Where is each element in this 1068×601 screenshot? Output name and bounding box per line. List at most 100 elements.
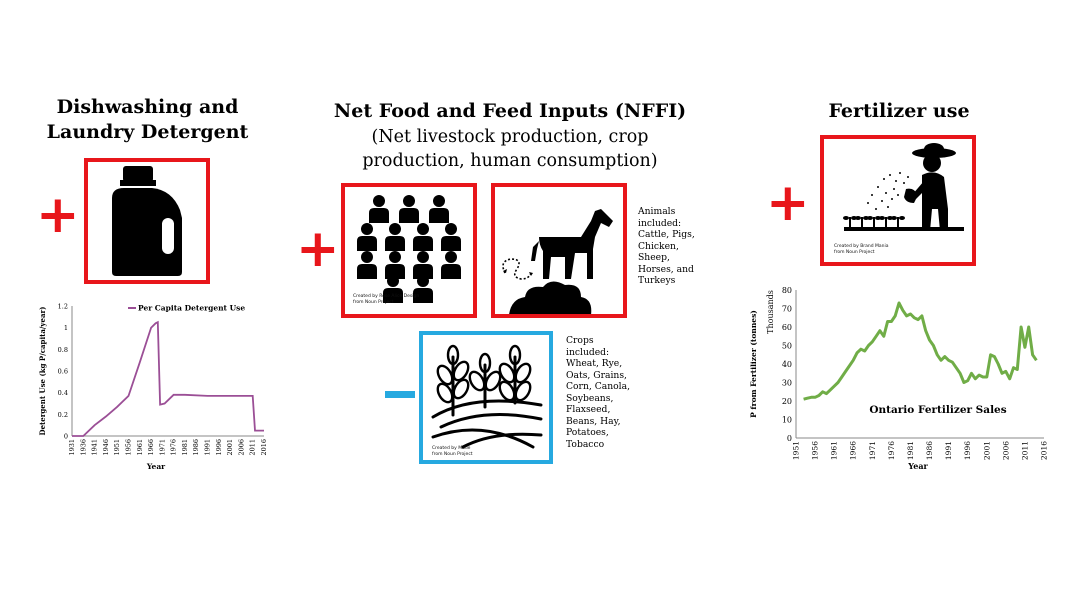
person-head	[417, 223, 429, 235]
fertilizer-chart: 0 10 20 30 40 50 60 70 80 1951 1956 1961 1966 1971 197…	[749, 286, 1049, 471]
legend-label: Per Capita Detergent Use	[138, 304, 245, 313]
person-body	[441, 236, 461, 251]
x-axis-title: Year	[146, 462, 166, 471]
x-tick-label: 1976	[170, 439, 178, 456]
fertilizer-icon-box: Created by Brand Mania from Noun Project	[820, 135, 976, 266]
x-tick-label: 2006	[237, 439, 245, 456]
x-tick-label: 1991	[204, 439, 212, 456]
y-tick-label: 0.2	[58, 411, 68, 419]
y-tick-label: 40	[782, 360, 792, 369]
x-tick-label: 1971	[158, 439, 166, 456]
crops-credit-line1: Created by Made	[432, 446, 471, 451]
y-tick-label: 20	[782, 397, 792, 406]
person-body	[441, 264, 461, 279]
person-head	[373, 195, 385, 207]
detergent-title-line1: Dishwashing and	[56, 96, 239, 118]
x-tick-label: 1991	[944, 441, 953, 460]
y-axis-title: P from Fertilizer (tonnes)	[749, 310, 758, 418]
x-tick-label: 2006	[1001, 441, 1010, 460]
nffi-plus-sign: +	[296, 219, 340, 279]
x-tick-label: 1976	[887, 441, 896, 460]
x-tick-label: 1966	[147, 439, 155, 456]
y-axis-title: Detergent Use (kg P/capita/year)	[38, 307, 47, 436]
x-tick-label: 1956	[124, 439, 132, 456]
fertilizer-credit-line1: Created by Brand Mania	[834, 244, 889, 249]
animals-icon-box	[491, 183, 627, 318]
x-tick-label: 1951	[113, 439, 121, 456]
x-tick-label: 2011	[1020, 441, 1029, 460]
detergent-bottle-icon	[112, 166, 182, 276]
x-tick-label: 1956	[811, 441, 820, 460]
fertilizer-credit-line2: from Noun Project	[834, 249, 875, 255]
detergent-title: Dishwashing and Laundry Detergent	[40, 95, 255, 145]
animals-included-text: Animals included: Cattle, Pigs, Chicken,…	[638, 206, 695, 286]
x-tick-label: 1986	[925, 441, 934, 460]
person-body	[413, 288, 433, 303]
person-head	[387, 275, 399, 287]
detergent-series-line	[72, 320, 264, 437]
x-tick-label: 1951	[792, 441, 801, 460]
y-tick-label: 50	[782, 342, 792, 351]
fertilizer-title: Fertilizer use	[828, 100, 970, 122]
detergent-icon-box	[84, 158, 210, 284]
nffi-minus-sign	[385, 391, 415, 398]
x-tick-label: 1996	[963, 441, 972, 460]
people-credit-line1: Created by Rose Alice Design	[353, 294, 420, 299]
y-tick-label: 30	[782, 379, 792, 388]
person-body	[399, 208, 419, 223]
x-tick-label: 2001	[226, 439, 234, 456]
y-tick-label: 60	[782, 323, 792, 332]
nffi-subtitle-line2: production, human consumption)	[362, 151, 658, 171]
x-tick-label: 1996	[215, 439, 223, 456]
horse-manure-icon	[502, 209, 613, 315]
person-body	[357, 236, 377, 251]
person-head	[361, 251, 373, 263]
person-head	[403, 195, 415, 207]
x-tick-label: 1941	[91, 439, 99, 456]
nffi-subtitle: (Net livestock production, crop producti…	[300, 125, 720, 173]
x-tick-label: 1981	[906, 441, 915, 460]
person-body	[429, 208, 449, 223]
y-tick-label: 0.4	[58, 389, 68, 397]
crops-credit-line2: from Noun Project	[432, 451, 473, 457]
fertilizer-plus-sign: +	[766, 173, 810, 233]
y-tick-label: 1	[64, 324, 68, 332]
x-axis-title: Year	[907, 461, 928, 471]
y-tick-label: 0.8	[58, 346, 68, 354]
fertilizer-credit: Created by Brand Mania from Noun Project	[834, 244, 889, 255]
people-credit-line2: from Noun Project	[353, 299, 394, 305]
crops-included-text: Crops included: Wheat, Rye, Oats, Grains…	[566, 335, 631, 450]
person-head	[445, 223, 457, 235]
person-head	[417, 251, 429, 263]
x-tick-label: 2016	[260, 439, 268, 456]
person-body	[413, 264, 433, 279]
people-credit: Created by Rose Alice Design from Noun P…	[353, 294, 419, 305]
x-tick-label: 2011	[249, 439, 257, 456]
y-tick-label: 1.2	[58, 303, 68, 311]
x-tick-label: 1981	[181, 439, 189, 456]
person-head	[445, 251, 457, 263]
people-crowd-icon	[357, 195, 461, 303]
detergent-title-line2: Laundry Detergent	[46, 121, 249, 143]
detergent-chart: 0 0.2 0.4 0.6 0.8 1 1.2 1931 1936 1941 1946 1951 195…	[38, 303, 268, 472]
chart-annotation: Ontario Fertilizer Sales	[869, 404, 1006, 416]
crops-icon-box: Created by Made from Noun Project	[419, 331, 553, 464]
nffi-title: Net Food and Feed Inputs (NFFI)	[333, 100, 687, 122]
detergent-plus-sign: +	[36, 185, 80, 245]
crop-field-icon	[431, 344, 543, 449]
person-head	[417, 275, 429, 287]
person-head	[389, 251, 401, 263]
nffi-subtitle-line1: (Net livestock production, crop	[371, 127, 649, 147]
x-tick-label: 1936	[79, 439, 87, 456]
x-tick-label: 1986	[192, 439, 200, 456]
person-body	[413, 236, 433, 251]
person-body	[385, 264, 405, 279]
person-body	[369, 208, 389, 223]
x-tick-label: 1966	[849, 441, 858, 460]
person-head	[361, 223, 373, 235]
x-tick-label: 1961	[136, 439, 144, 456]
y-tick-label: 0	[787, 434, 792, 443]
x-tick-label: 2001	[982, 441, 991, 460]
person-head	[389, 223, 401, 235]
y-tick-label: 0	[64, 433, 68, 441]
